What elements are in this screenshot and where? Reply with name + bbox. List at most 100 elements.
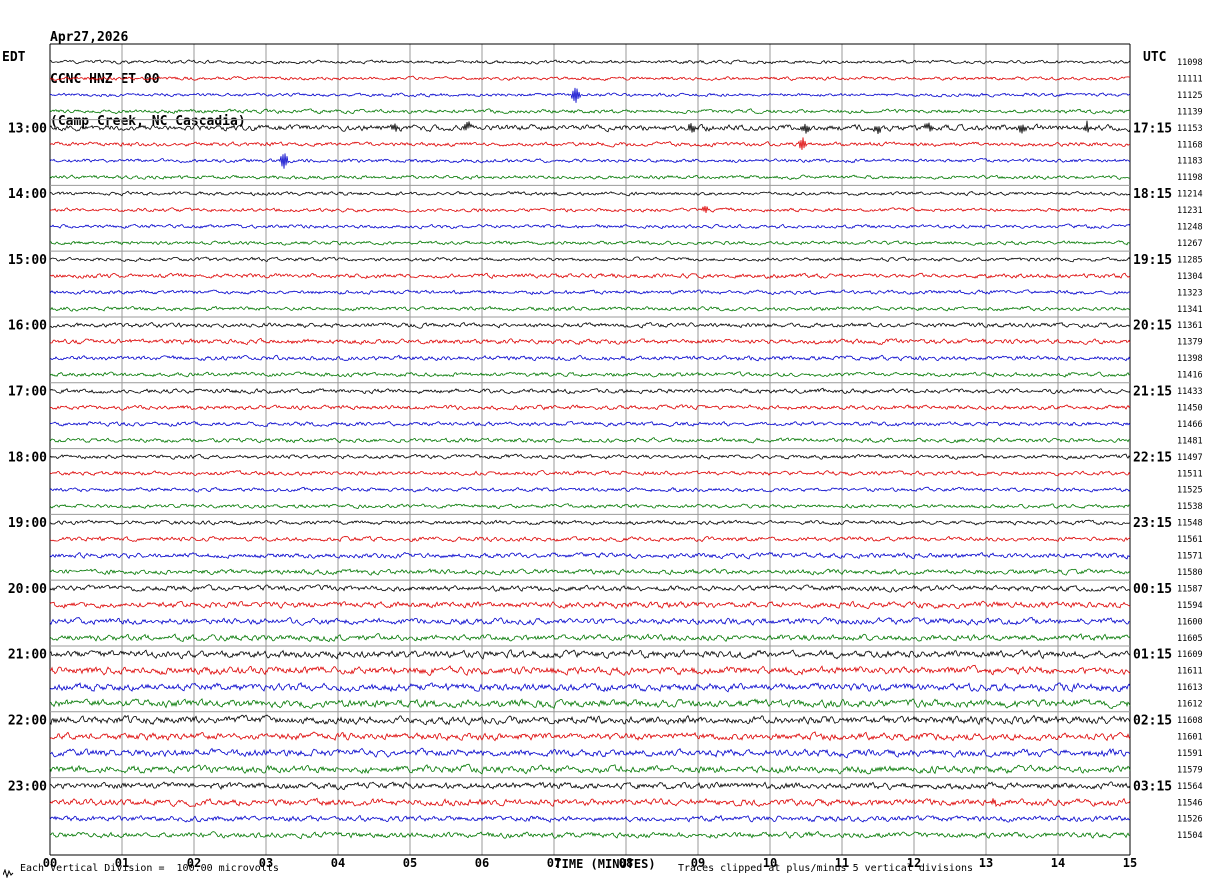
trace-row-16 xyxy=(49,321,1131,329)
x-tick-label: 00 xyxy=(43,856,57,870)
trace-count-label: 11587 xyxy=(1177,584,1203,594)
trace-count-label: 11511 xyxy=(1177,469,1203,479)
x-tick-label: 04 xyxy=(331,856,345,870)
trace-row-35 xyxy=(49,633,1131,643)
left-hour-label: 17:00 xyxy=(8,385,47,400)
right-hour-label: 02:15 xyxy=(1133,714,1172,729)
left-hour-label: 15:00 xyxy=(8,253,47,268)
trace-count-label: 11579 xyxy=(1177,765,1203,775)
left-hour-label: 13:00 xyxy=(8,121,47,136)
trace-count-label: 11433 xyxy=(1177,387,1203,397)
trace-count-label: 11504 xyxy=(1177,831,1203,841)
trace-count-label: 11153 xyxy=(1177,124,1203,134)
footer-scale-note: Each Vertical Division = 100.00 microvol… xyxy=(20,863,279,874)
trace-row-45 xyxy=(49,797,1131,808)
right-hour-label: 17:15 xyxy=(1133,121,1172,136)
trace-row-31 xyxy=(49,568,1131,576)
trace-row-47 xyxy=(49,830,1131,840)
trace-row-41 xyxy=(49,731,1131,742)
trace-row-27 xyxy=(49,503,1131,510)
right-hour-label: 20:15 xyxy=(1133,319,1172,334)
trace-row-11 xyxy=(49,240,1131,246)
trace-count-label: 11198 xyxy=(1177,173,1203,183)
left-hour-label: 20:00 xyxy=(8,582,47,597)
x-tick-label: 12 xyxy=(907,856,921,870)
trace-row-2 xyxy=(49,87,1131,103)
x-tick-label: 08 xyxy=(619,856,633,870)
trace-row-44 xyxy=(49,781,1131,791)
grid xyxy=(49,43,1131,856)
left-hour-label: 18:00 xyxy=(8,450,47,465)
trace-count-label: 11379 xyxy=(1177,338,1203,348)
x-tick-label: 09 xyxy=(691,856,705,870)
trace-row-4 xyxy=(49,120,1131,134)
right-hour-label: 00:15 xyxy=(1133,582,1172,597)
right-hour-label: 03:15 xyxy=(1133,779,1172,794)
trace-row-12 xyxy=(49,256,1131,263)
trace-row-29 xyxy=(49,535,1131,543)
trace-row-46 xyxy=(49,814,1131,823)
x-axis-title: TIME (MINUTES) xyxy=(554,857,656,871)
right-axis-label: UTC xyxy=(1143,50,1167,65)
left-axis-label: EDT xyxy=(2,50,26,65)
trace-row-26 xyxy=(49,486,1131,493)
trace-count-label: 11497 xyxy=(1177,453,1203,463)
x-tick-label: 05 xyxy=(403,856,417,870)
trace-count-label: 11611 xyxy=(1177,667,1203,677)
trace-row-22 xyxy=(49,420,1131,427)
trace-count-label: 11600 xyxy=(1177,617,1203,627)
trace-row-33 xyxy=(49,600,1131,610)
x-tick-label: 11 xyxy=(835,856,849,870)
trace-row-20 xyxy=(49,387,1131,395)
trace-count-label: 11601 xyxy=(1177,732,1203,742)
x-tick-label: 10 xyxy=(763,856,777,870)
trace-row-8 xyxy=(49,190,1131,197)
trace-row-30 xyxy=(49,551,1131,560)
trace-count-label: 11125 xyxy=(1177,91,1203,101)
trace-count-label: 11481 xyxy=(1177,436,1203,446)
trace-count-label: 11571 xyxy=(1177,552,1203,562)
trace-row-24 xyxy=(49,453,1131,461)
x-tick-label: 02 xyxy=(187,856,201,870)
left-hour-label: 22:00 xyxy=(8,714,47,729)
trace-row-28 xyxy=(49,519,1131,526)
trace-row-15 xyxy=(50,305,1131,312)
trace-row-37 xyxy=(49,664,1131,677)
right-hour-label: 22:15 xyxy=(1133,450,1172,465)
trace-count-label: 11183 xyxy=(1177,157,1203,167)
x-tick-label: 13 xyxy=(979,856,993,870)
trace-count-label: 11098 xyxy=(1177,58,1203,68)
trace-count-label: 11214 xyxy=(1177,190,1203,200)
trace-row-5 xyxy=(49,137,1130,150)
trace-count-label: 11608 xyxy=(1177,716,1203,726)
trace-row-10 xyxy=(49,223,1131,230)
trace-count-label: 11285 xyxy=(1177,255,1203,265)
x-tick-label: 03 xyxy=(259,856,273,870)
trace-row-7 xyxy=(49,174,1131,180)
right-hour-label: 19:15 xyxy=(1133,253,1172,268)
trace-count-label: 11591 xyxy=(1177,749,1203,759)
trace-row-13 xyxy=(49,272,1131,280)
trace-row-0 xyxy=(49,59,1131,65)
x-tick-label: 14 xyxy=(1051,856,1065,870)
left-hour-label: 19:00 xyxy=(8,516,47,531)
trace-row-32 xyxy=(49,584,1131,593)
trace-count-label: 11450 xyxy=(1177,403,1203,413)
trace-row-36 xyxy=(49,649,1131,660)
footer-clip-note: Traces clipped at plus/minus 5 vertical … xyxy=(678,863,974,874)
traces xyxy=(49,59,1131,840)
trace-row-6 xyxy=(49,153,1131,169)
trace-row-18 xyxy=(49,354,1131,362)
trace-count-label: 11538 xyxy=(1177,502,1203,512)
left-hour-label: 14:00 xyxy=(8,187,47,202)
trace-count-label: 11612 xyxy=(1177,700,1203,710)
x-tick-label: 07 xyxy=(547,856,561,870)
title-station: CCNC HNZ ET 00 xyxy=(50,72,160,87)
trace-count-label: 11323 xyxy=(1177,288,1203,298)
trace-row-17 xyxy=(49,337,1131,346)
squiggle-icon xyxy=(3,869,14,878)
trace-count-label: 11361 xyxy=(1177,321,1203,331)
trace-row-3 xyxy=(49,108,1131,115)
trace-row-40 xyxy=(49,714,1131,726)
x-tick-label: 01 xyxy=(115,856,129,870)
